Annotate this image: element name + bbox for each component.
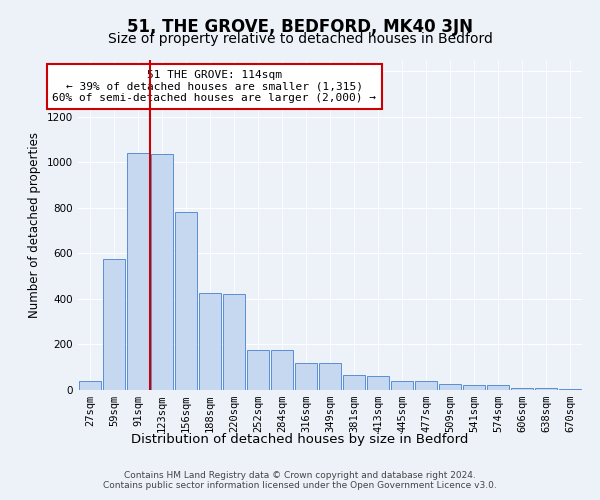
- Bar: [295, 362, 317, 390]
- Text: Size of property relative to detached houses in Bedford: Size of property relative to detached ho…: [107, 32, 493, 46]
- Bar: [559, 389, 581, 390]
- Bar: [391, 381, 413, 390]
- Bar: [319, 362, 341, 390]
- Bar: [103, 259, 125, 390]
- Text: 51, THE GROVE, BEDFORD, MK40 3JN: 51, THE GROVE, BEDFORD, MK40 3JN: [127, 18, 473, 36]
- Bar: [199, 294, 221, 390]
- Bar: [367, 376, 389, 390]
- Bar: [511, 388, 533, 390]
- Bar: [439, 384, 461, 390]
- Bar: [343, 375, 365, 390]
- Bar: [487, 386, 509, 390]
- Bar: [223, 294, 245, 390]
- Bar: [151, 154, 173, 390]
- Bar: [415, 381, 437, 390]
- Bar: [175, 212, 197, 390]
- Text: Contains HM Land Registry data © Crown copyright and database right 2024.
Contai: Contains HM Land Registry data © Crown c…: [103, 470, 497, 490]
- Bar: [247, 350, 269, 390]
- Y-axis label: Number of detached properties: Number of detached properties: [28, 132, 41, 318]
- Bar: [463, 386, 485, 390]
- Text: 51 THE GROVE: 114sqm
← 39% of detached houses are smaller (1,315)
60% of semi-de: 51 THE GROVE: 114sqm ← 39% of detached h…: [52, 70, 376, 103]
- Text: Distribution of detached houses by size in Bedford: Distribution of detached houses by size …: [131, 432, 469, 446]
- Bar: [79, 381, 101, 390]
- Bar: [127, 154, 149, 390]
- Bar: [535, 388, 557, 390]
- Bar: [271, 350, 293, 390]
